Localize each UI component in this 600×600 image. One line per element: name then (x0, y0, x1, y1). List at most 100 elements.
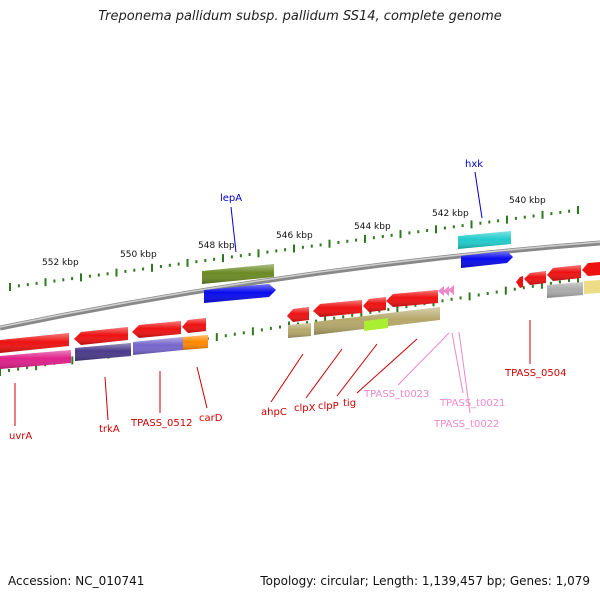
gene-TPASS_0504-feature[interactable] (547, 282, 583, 298)
gene-hxk-feature[interactable] (458, 231, 511, 249)
gene-carD-feature[interactable] (183, 335, 208, 350)
gene-TPASS_0512-cds[interactable] (132, 321, 181, 338)
gene-carD-cds[interactable] (182, 318, 206, 333)
gene-clpP-cds[interactable] (363, 297, 386, 312)
label-hxk[interactable]: hxk (465, 159, 483, 170)
upper-scale-minor-tick (550, 212, 553, 216)
gene-uvrA-feature[interactable] (0, 350, 71, 369)
label-TPASS_0504[interactable]: TPASS_0504 (504, 368, 566, 379)
gene-right-feature-yellow[interactable] (584, 280, 600, 294)
upper-scale-minor-tick (319, 243, 322, 247)
lower-scale-minor-tick (387, 308, 390, 311)
lower-scale-minor-tick (260, 328, 263, 332)
upper-scale-minor-tick (168, 263, 171, 267)
upper-scale-minor-tick (372, 236, 375, 240)
gene-tig-cds[interactable] (386, 290, 438, 307)
label-TPASS_0512[interactable]: TPASS_0512 (130, 418, 192, 429)
gene-TPASS_0512-feature[interactable] (133, 337, 183, 355)
scale-label-550: 550 kbp (120, 250, 157, 260)
label-lepA[interactable]: lepA (220, 193, 242, 204)
upper-scale-minor-tick (310, 244, 313, 248)
upper-scale-minor-tick (35, 281, 38, 285)
upper-scale-minor-tick (417, 230, 420, 234)
gene-right-cds-3[interactable] (582, 262, 600, 276)
upper-scale-major-tick (44, 278, 47, 287)
upper-scale-minor-tick (239, 254, 242, 258)
upper-scale-minor-tick (479, 221, 482, 225)
scale-label-552: 552 kbp (42, 258, 79, 268)
upper-scale-major-tick (506, 215, 508, 224)
label-clpX[interactable]: clpX (294, 403, 316, 414)
upper-scale-minor-tick (97, 273, 100, 277)
lower-scale-minor-tick (495, 290, 498, 294)
trna-TPASS_t0021[interactable] (443, 286, 449, 296)
gene-TPASS_0504-cds[interactable] (516, 276, 523, 288)
upper-scale-minor-tick (408, 231, 411, 235)
lower-scale-major-tick (0, 368, 1, 376)
upper-scale-major-tick (541, 210, 544, 219)
lower-scale-minor-tick (315, 319, 318, 323)
upper-scale-minor-tick (390, 233, 393, 237)
lower-scale-minor-tick (414, 303, 417, 307)
upper-scale-minor-tick (62, 278, 65, 282)
lower-scale-major-tick (468, 292, 471, 301)
gene-clpX-cds[interactable] (313, 300, 362, 317)
lower-scale-minor-tick (351, 313, 354, 317)
gene-uvrA-cds[interactable] (0, 333, 69, 353)
genome-stats-text: Topology: circular; Length: 1,139,457 bp… (260, 574, 590, 588)
lower-scale-major-tick (251, 327, 254, 336)
gene-ahpC-feature[interactable] (288, 323, 311, 338)
upper-scale-minor-tick (88, 274, 91, 278)
gene-ahpC-cds[interactable] (287, 307, 309, 322)
scale-labels: 552 kbp 550 kbp 548 kbp 546 kbp 544 kbp … (42, 196, 546, 268)
lower-scale-minor-tick (549, 281, 552, 285)
gene-hxk-cds[interactable] (461, 251, 513, 268)
label-TPASS_t0022[interactable]: TPASS_t0022 (433, 419, 499, 430)
lower-scale-major-tick (360, 309, 363, 318)
trna-TPASS_t0023[interactable] (438, 286, 444, 296)
label-ahpC[interactable]: ahpC (261, 407, 287, 418)
upper-scale-minor-tick (426, 229, 429, 232)
upper-scale-minor-tick (284, 248, 287, 252)
gene-trkA-feature[interactable] (75, 343, 131, 361)
label-TPASS_t0023[interactable]: TPASS_t0023 (363, 389, 429, 400)
upper-scale-minor-tick (195, 260, 198, 264)
label-tig[interactable]: tig (343, 398, 356, 409)
upper-scale-minor-tick (443, 226, 446, 230)
label-uvrA[interactable]: uvrA (9, 431, 32, 442)
lower-scale-minor-tick (233, 332, 236, 336)
gene-lepA-cds[interactable] (204, 284, 276, 303)
trna-TPASS_t0022[interactable] (448, 285, 454, 295)
upper-scale-minor-tick (461, 224, 464, 228)
gene-clpP-feature-highlight[interactable] (364, 318, 388, 331)
lower-scale-minor-tick (405, 305, 408, 309)
scale-label-542: 542 kbp (432, 209, 469, 219)
lower-scale-minor-tick (342, 315, 345, 319)
lower-scale-major-tick (324, 315, 327, 324)
label-trkA[interactable]: trkA (99, 424, 120, 435)
lower-scale-major-tick (35, 362, 38, 371)
lower-scale-minor-tick (568, 279, 570, 282)
upper-scale-minor-tick (26, 283, 29, 287)
lower-scale-minor-tick (306, 321, 309, 325)
upper-scale-major-tick (399, 230, 402, 239)
lower-scale-major-tick (540, 280, 543, 289)
lower-scale-minor-tick (450, 297, 453, 301)
upper-scale-major-tick (9, 283, 11, 291)
upper-scale-major-tick (151, 263, 153, 272)
gene-lepA-feature[interactable] (202, 264, 274, 284)
lower-scale-minor-tick (558, 280, 561, 284)
lower-scale-major-tick (215, 333, 218, 342)
label-TPASS_t0021[interactable]: TPASS_t0021 (439, 398, 505, 409)
lower-scale-major-tick (577, 275, 579, 283)
gene-trkA-cds[interactable] (74, 327, 128, 345)
lower-scale-minor-tick (486, 292, 489, 295)
lower-scale-minor-tick (242, 331, 245, 335)
lower-scale-minor-tick (513, 287, 516, 291)
gene-right-cds-1[interactable] (524, 271, 546, 285)
label-carD[interactable]: carD (199, 413, 223, 424)
label-clpP[interactable]: clpP (318, 401, 339, 412)
gene-right-cds-2[interactable] (547, 265, 581, 281)
scale-label-544: 544 kbp (354, 222, 391, 232)
